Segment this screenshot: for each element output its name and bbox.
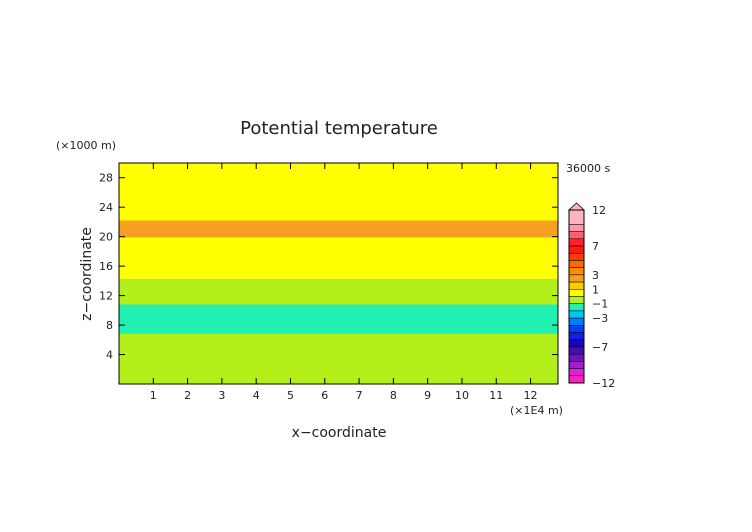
contour-band-0 (119, 333, 558, 384)
x-tick-label: 12 (524, 389, 538, 402)
colorbar-level (568, 209, 585, 225)
colorbar-level (568, 310, 585, 319)
x-unit-label: (×1E4 m) (510, 404, 563, 417)
colorbar-level (568, 303, 585, 312)
colorbar-level (568, 289, 585, 297)
colorbar-level (568, 224, 585, 232)
x-tick-label: 9 (424, 389, 431, 402)
y-axis-label: z−coordinate (79, 227, 95, 321)
y-tick-label: 28 (99, 172, 113, 185)
x-tick-label: 7 (356, 389, 363, 402)
x-axis-label: x−coordinate (292, 425, 387, 441)
y-axis-ticks: 4 8 12 16 20 24 28 (99, 172, 558, 362)
colorbar-level (568, 253, 585, 261)
chart-title: Potential temperature (240, 118, 438, 139)
y-tick-label: 12 (99, 290, 113, 303)
time-label: 36000 s (566, 162, 610, 175)
colorbar-level (568, 325, 585, 333)
colorbar-level (568, 353, 585, 362)
x-tick-label: 1 (150, 389, 157, 402)
colorbar-border (568, 209, 585, 384)
contour-band-2 (119, 278, 558, 305)
colorbar-level (568, 238, 585, 247)
colorbar-label: 1 (592, 283, 599, 296)
contour-band-5 (119, 163, 558, 221)
contour-band-1 (119, 304, 558, 334)
colorbar-level (568, 281, 585, 290)
colorbar-level (568, 346, 585, 355)
y-tick-label: 8 (106, 319, 113, 332)
x-tick-label: 11 (489, 389, 503, 402)
y-unit-label: (×1000 m) (56, 139, 116, 152)
colorbar-level (568, 267, 585, 276)
colorbar-level (568, 375, 585, 384)
contour-band-4 (119, 220, 558, 238)
colorbar-label: 7 (592, 240, 599, 253)
colorbar: 12 7 31 −1−3 −7 −12 (567, 202, 615, 390)
x-axis-ticks: 1 2 3 4 5 6 7 8 9 10 11 12 (150, 163, 538, 402)
y-tick-label: 16 (99, 260, 113, 273)
colorbar-level (568, 296, 585, 304)
y-tick-label: 24 (99, 201, 113, 214)
x-tick-label: 2 (184, 389, 191, 402)
plot-frame (118, 162, 559, 385)
plot-border (118, 162, 559, 385)
colorbar-level (568, 339, 585, 348)
contour-bands (119, 163, 558, 384)
colorbar-label: −12 (592, 377, 615, 390)
y-tick-label: 20 (99, 231, 113, 244)
colorbar-label: −1 (592, 298, 608, 311)
contour-band-3 (119, 237, 558, 279)
colorbar-level (568, 260, 585, 268)
x-tick-label: 3 (218, 389, 225, 402)
colorbar-extend-arrow (567, 202, 586, 211)
x-tick-label: 5 (287, 389, 294, 402)
colorbar-level (568, 361, 585, 369)
colorbar-level (568, 245, 585, 254)
colorbar-level (568, 368, 585, 377)
colorbar-level (568, 317, 585, 326)
colorbar-label: −7 (592, 341, 608, 354)
x-tick-label: 8 (390, 389, 397, 402)
y-tick-label: 4 (106, 349, 113, 362)
x-tick-label: 10 (455, 389, 469, 402)
x-tick-label: 6 (321, 389, 328, 402)
colorbar-level (568, 274, 585, 283)
colorbar-label: −3 (592, 312, 608, 325)
x-tick-label: 4 (253, 389, 260, 402)
colorbar-level (568, 332, 585, 340)
colorbar-label: 3 (592, 269, 599, 282)
colorbar-label: 12 (592, 204, 606, 217)
colorbar-level (568, 231, 585, 240)
